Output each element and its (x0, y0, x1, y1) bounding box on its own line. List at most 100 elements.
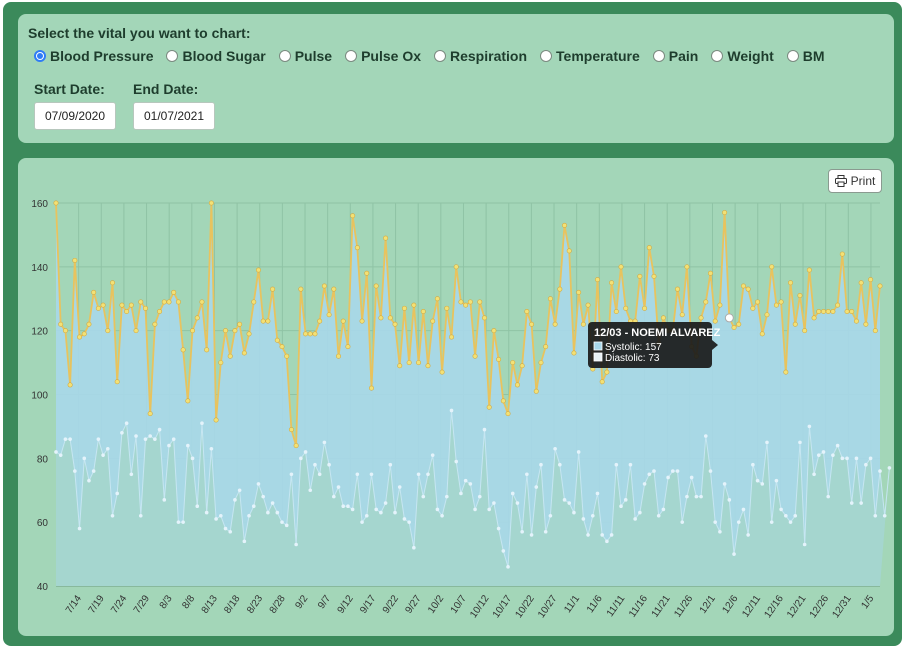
diastolic-point (864, 462, 868, 467)
systolic-point (439, 369, 445, 375)
systolic-point (872, 328, 878, 334)
end-date-input[interactable] (133, 102, 215, 130)
systolic-point (190, 328, 196, 334)
systolic-point (642, 305, 648, 311)
diastolic-point (520, 529, 524, 534)
radio-label: Weight (727, 48, 774, 64)
radio-button[interactable] (34, 50, 46, 62)
diastolic-point (430, 453, 435, 457)
diastolic-point (558, 462, 562, 467)
systolic-point (321, 283, 327, 289)
systolic-point (552, 321, 558, 327)
x-tick-label: 9/22 (381, 593, 401, 616)
systolic-point (599, 379, 605, 385)
x-tick-label: 11/21 (650, 593, 673, 620)
radio-button[interactable] (345, 50, 358, 62)
systolic-point (255, 267, 261, 273)
diastolic-point (703, 434, 708, 438)
systolic-point (477, 299, 483, 305)
diastolic-point (595, 491, 600, 496)
radio-option-respiration[interactable]: Respiration (434, 48, 527, 64)
diastolic-point (242, 539, 247, 544)
systolic-point (519, 363, 525, 369)
diastolic-point (788, 520, 793, 524)
x-tick-label: 10/7 (449, 593, 469, 616)
diastolic-point (412, 545, 416, 550)
diastolic-point (751, 462, 755, 467)
radio-option-temperature[interactable]: Temperature (540, 48, 640, 64)
diastolic-point (628, 462, 633, 467)
x-tick-label: 10/27 (536, 593, 560, 620)
systolic-point (105, 328, 111, 334)
diastolic-point (581, 517, 586, 521)
systolic-point (547, 296, 553, 302)
radio-button[interactable] (711, 50, 724, 62)
radio-button[interactable] (166, 50, 179, 62)
systolic-point (750, 305, 756, 311)
radio-button[interactable] (652, 50, 665, 62)
radio-label: Blood Sugar (182, 48, 266, 64)
radio-option-blood-pressure[interactable]: Blood Pressure (34, 48, 153, 64)
systolic-point (463, 302, 469, 308)
systolic-point (401, 305, 407, 311)
systolic-point (839, 251, 845, 257)
print-button-label: Print (850, 174, 876, 188)
systolic-point (119, 302, 125, 308)
start-date-input[interactable] (34, 102, 116, 130)
systolic-point (444, 305, 450, 311)
diastolic-point (200, 421, 204, 426)
systolic-point (326, 312, 332, 318)
diastolic-point (105, 446, 110, 451)
diastolic-point (882, 513, 887, 518)
systolic-point (364, 270, 370, 276)
diastolic-point (774, 478, 779, 483)
diastolic-point (402, 517, 407, 521)
systolic-point (811, 315, 817, 321)
diastolic-point (529, 533, 534, 537)
systolic-point (373, 283, 379, 289)
x-tick-label: 12/6 (720, 593, 740, 616)
radio-label: Respiration (450, 48, 528, 64)
print-button[interactable]: Print (828, 169, 882, 193)
diastolic-point (534, 485, 539, 489)
radio-button[interactable] (540, 50, 553, 62)
systolic-point (171, 289, 177, 295)
radio-option-pain[interactable]: Pain (652, 48, 698, 64)
diastolic-point (732, 552, 736, 556)
systolic-point (350, 213, 356, 219)
radio-option-weight[interactable]: Weight (711, 48, 774, 64)
radio-option-pulse[interactable]: Pulse (278, 48, 332, 64)
systolic-point (816, 309, 822, 315)
systolic-point (152, 321, 158, 327)
diastolic-point (317, 472, 322, 477)
systolic-point (797, 293, 803, 299)
radio-option-pulse-ox[interactable]: Pulse Ox (345, 48, 421, 64)
systolic-point (133, 328, 139, 334)
systolic-point (67, 382, 73, 388)
diastolic-point (77, 526, 82, 531)
diastolic-point (308, 488, 313, 493)
systolic-point (505, 411, 511, 417)
radio-button[interactable] (786, 50, 799, 62)
diastolic-point (68, 437, 72, 441)
diastolic-point (209, 446, 214, 451)
systolic-point (246, 331, 252, 337)
diastolic-point (101, 453, 105, 457)
systolic-point (825, 309, 831, 315)
radio-label: Pulse Ox (361, 48, 421, 64)
systolic-point (491, 328, 497, 334)
x-tick-label: 9/12 (336, 593, 356, 616)
diastolic-point (237, 488, 242, 493)
systolic-point (227, 353, 233, 359)
radio-option-bm[interactable]: BM (786, 48, 825, 64)
diastolic-point (671, 469, 675, 473)
diastolic-point (525, 472, 529, 477)
radio-button[interactable] (434, 50, 446, 62)
diastolic-point (501, 549, 506, 553)
diastolic-point (181, 520, 185, 524)
x-tick-label: 12/16 (762, 593, 786, 620)
diastolic-line (55, 410, 890, 568)
radio-option-blood-sugar[interactable]: Blood Sugar (166, 48, 266, 64)
radio-button[interactable] (278, 50, 291, 62)
vital-prompt: Select the vital you want to chart: (28, 25, 251, 41)
